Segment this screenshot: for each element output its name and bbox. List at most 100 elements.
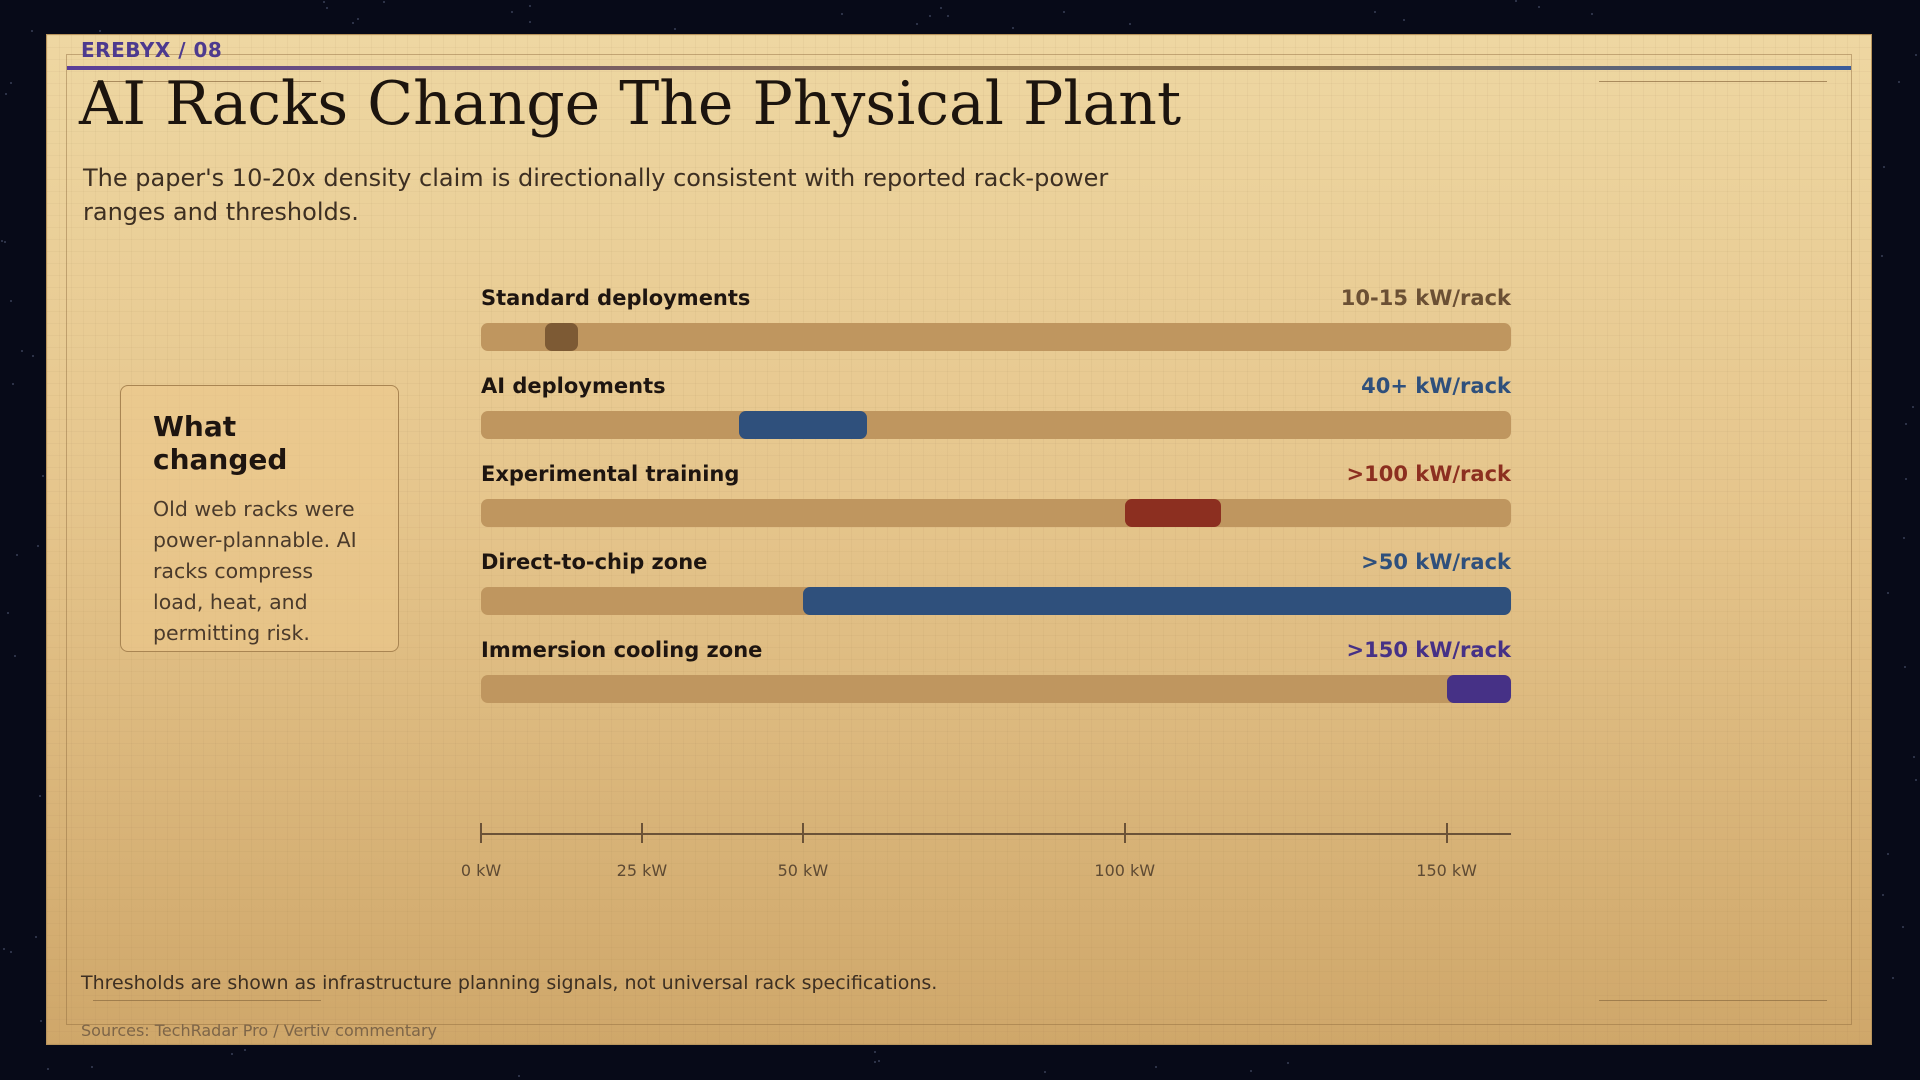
row-label: Immersion cooling zone <box>481 638 763 662</box>
card-body: Old web racks were power-plannable. AI r… <box>153 497 357 645</box>
star <box>1155 1066 1158 1069</box>
x-tick-label: 150 kW <box>1416 861 1477 880</box>
star <box>243 1048 246 1051</box>
star <box>673 27 676 30</box>
row-label: Experimental training <box>481 462 740 486</box>
x-axis-line <box>481 833 1511 835</box>
star <box>1912 405 1915 408</box>
star <box>352 22 355 25</box>
star <box>1881 893 1884 896</box>
star <box>32 355 35 358</box>
x-tick <box>801 823 804 843</box>
star <box>1044 1071 1047 1074</box>
row-value-label: 10-15 kW/rack <box>1340 286 1511 310</box>
star <box>39 1020 42 1023</box>
star <box>46 1067 49 1070</box>
star <box>231 1053 234 1056</box>
star <box>1882 165 1885 168</box>
x-axis: 0 kW 25 kW 50 kW 100 kW 150 kW <box>461 815 1511 880</box>
star <box>878 1059 881 1062</box>
footnote: Thresholds are shown as infrastructure p… <box>81 972 938 994</box>
star <box>1905 423 1908 426</box>
row-label: Standard deployments <box>481 286 751 310</box>
row-value-label: >50 kW/rack <box>1361 550 1511 574</box>
star <box>20 349 23 352</box>
star <box>1901 925 1904 928</box>
star <box>326 6 329 9</box>
star <box>1886 853 1889 856</box>
bar-segment <box>1124 499 1222 527</box>
star <box>9 300 12 303</box>
chart-row: Direct-to-chip zone >50 kW/rack <box>481 550 1511 638</box>
star <box>36 544 39 547</box>
bar-track <box>481 411 1511 439</box>
star <box>1514 0 1517 3</box>
what-changed-card: What changed Old web racks were power-pl… <box>120 385 399 652</box>
brand-label: EREBYX / 08 <box>81 38 223 62</box>
chart-row: AI deployments 40+ kW/rack <box>481 374 1511 462</box>
star <box>529 4 532 7</box>
chart-row: Immersion cooling zone >150 kW/rack <box>481 638 1511 726</box>
star <box>915 22 918 25</box>
star <box>1287 1061 1290 1064</box>
star <box>99 29 102 32</box>
page-subtitle: The paper's 10-20x density claim is dire… <box>83 164 1109 226</box>
star <box>874 1050 877 1053</box>
star <box>517 1075 520 1078</box>
star <box>31 29 34 32</box>
x-tick-label: 100 kW <box>1094 861 1156 880</box>
star <box>1914 778 1917 781</box>
star <box>1129 23 1132 26</box>
bar-segment <box>545 323 578 351</box>
row-value-label: >150 kW/rack <box>1346 638 1511 662</box>
x-tick <box>1123 823 1126 843</box>
star <box>1914 53 1917 56</box>
star <box>383 0 386 3</box>
star <box>874 1061 877 1064</box>
star <box>4 92 7 95</box>
star <box>1904 666 1907 669</box>
star <box>9 82 12 85</box>
star <box>529 21 532 24</box>
row-label: AI deployments <box>481 374 666 398</box>
star <box>1887 592 1890 595</box>
star <box>34 935 37 938</box>
chart-row: Standard deployments 10-15 kW/rack <box>481 286 1511 374</box>
star <box>1903 536 1906 539</box>
bar-segment <box>1446 675 1511 703</box>
star <box>1590 12 1593 15</box>
star <box>840 13 843 16</box>
sources-line: Sources: TechRadar Pro / Vertiv commenta… <box>81 1021 438 1040</box>
chart-row: Experimental training >100 kW/rack <box>481 462 1511 550</box>
star <box>39 795 42 797</box>
star <box>1 240 4 243</box>
star <box>928 15 931 18</box>
row-value-label: >100 kW/rack <box>1346 462 1511 486</box>
star <box>1373 10 1376 13</box>
star <box>357 18 360 20</box>
star <box>1537 6 1540 9</box>
star <box>939 7 942 10</box>
star <box>1912 756 1915 759</box>
x-tick-label: 25 kW <box>616 861 668 880</box>
star <box>1062 10 1065 13</box>
star <box>91 1066 94 1069</box>
bar-segment <box>738 411 868 439</box>
bar-track <box>481 499 1511 527</box>
star <box>1891 976 1894 979</box>
star <box>511 10 514 13</box>
corner-rule-bottom-left <box>93 1000 321 1001</box>
row-label: Direct-to-chip zone <box>481 550 708 574</box>
star <box>16 553 19 556</box>
row-value-label: 40+ kW/rack <box>1361 374 1511 398</box>
star <box>323 0 326 3</box>
x-tick <box>640 823 643 843</box>
star <box>12 382 15 385</box>
slide: EREBYX / 08 AI Racks Change The Physical… <box>46 34 1872 1045</box>
star <box>3 240 6 243</box>
star <box>1011 26 1014 29</box>
x-tick <box>480 823 482 843</box>
star <box>6 611 9 614</box>
star <box>1403 18 1406 21</box>
corner-rule-top-right <box>1599 81 1827 82</box>
